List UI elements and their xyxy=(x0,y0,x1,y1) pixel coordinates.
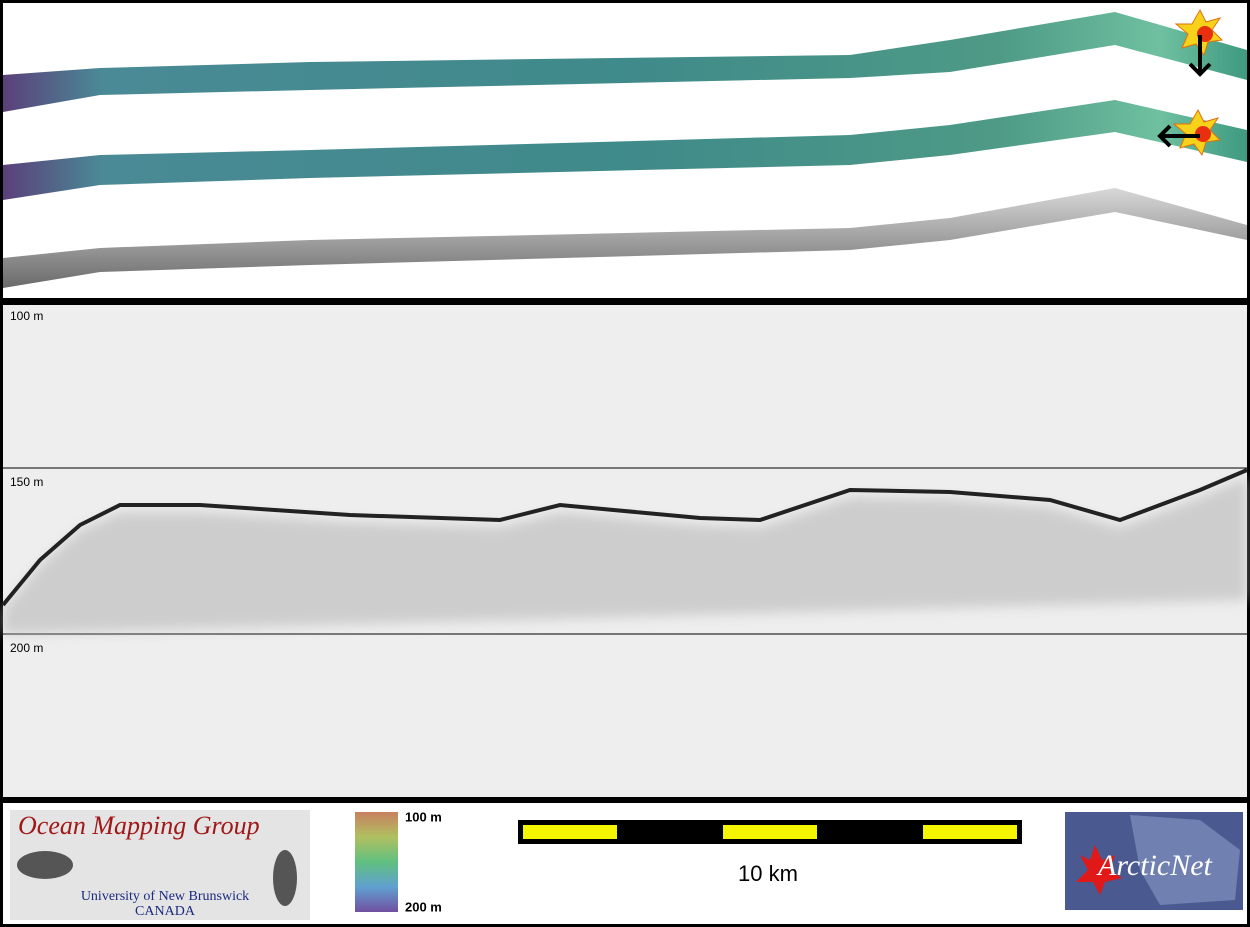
swath-top xyxy=(3,12,1247,112)
arrow-left xyxy=(1157,124,1200,148)
omg-line2: CANADA xyxy=(135,904,196,919)
scale-label: 10 km xyxy=(738,861,798,886)
seabed-profile xyxy=(1,468,1248,607)
depth-label: 150 m xyxy=(10,475,43,489)
omg-graphic xyxy=(273,850,297,906)
depth-label: 100 m xyxy=(10,309,43,323)
colorbar xyxy=(355,812,398,912)
arcticnet-title: ArcticNet xyxy=(1096,849,1213,882)
scale-segment xyxy=(923,825,1017,839)
arcticnet-map xyxy=(1130,815,1240,905)
swath-backscatter xyxy=(3,188,1247,288)
omg-title: Ocean Mapping Group xyxy=(18,811,260,840)
maple-leaf xyxy=(1076,845,1122,895)
colorbar-label: 200 m xyxy=(405,899,442,914)
arrow-down xyxy=(1188,35,1212,77)
subbottom-echo xyxy=(3,477,1247,634)
omg-graphic xyxy=(17,851,73,879)
scale-segment xyxy=(723,825,817,839)
swath-middle xyxy=(3,100,1247,200)
omg-line1: University of New Brunswick xyxy=(81,889,249,904)
depth-label: 200 m xyxy=(10,641,43,655)
scale-segment xyxy=(523,825,617,839)
colorbar-label: 100 m xyxy=(405,809,442,824)
